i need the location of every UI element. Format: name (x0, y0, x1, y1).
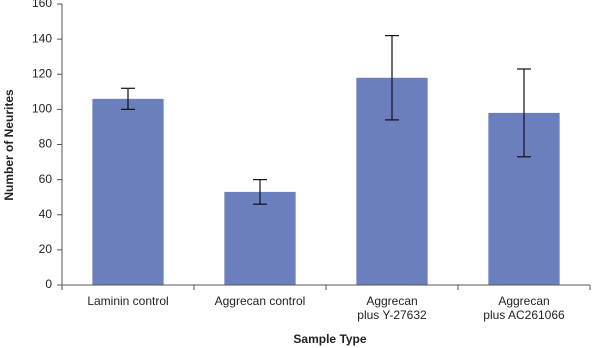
y-axis-title: Number of Neurites (2, 89, 16, 201)
y-tick-label: 80 (39, 137, 53, 151)
y-tick-label: 40 (39, 207, 53, 221)
error-bar (385, 35, 399, 121)
y-tick-label: 0 (45, 277, 52, 291)
x-tick-label: Laminin control (87, 294, 168, 308)
error-bar (121, 87, 135, 110)
bar (224, 191, 296, 285)
error-bar (253, 179, 267, 205)
x-tick-label: Aggrecan control (215, 294, 306, 308)
y-tick-label: 120 (32, 66, 52, 80)
y-tick-label: 100 (32, 102, 52, 116)
x-tick-label: Aggrecan plus AC261066 (483, 294, 565, 322)
bar (92, 98, 164, 286)
x-axis-title: Sample Type (293, 332, 366, 346)
x-tick-label: Aggrecan plus Y-27632 (357, 294, 427, 322)
y-tick-label: 60 (39, 172, 53, 186)
y-tick-label: 20 (39, 242, 53, 256)
y-tick-label: 140 (32, 31, 52, 45)
y-tick-label: 160 (32, 0, 52, 10)
error-bar (517, 68, 531, 158)
